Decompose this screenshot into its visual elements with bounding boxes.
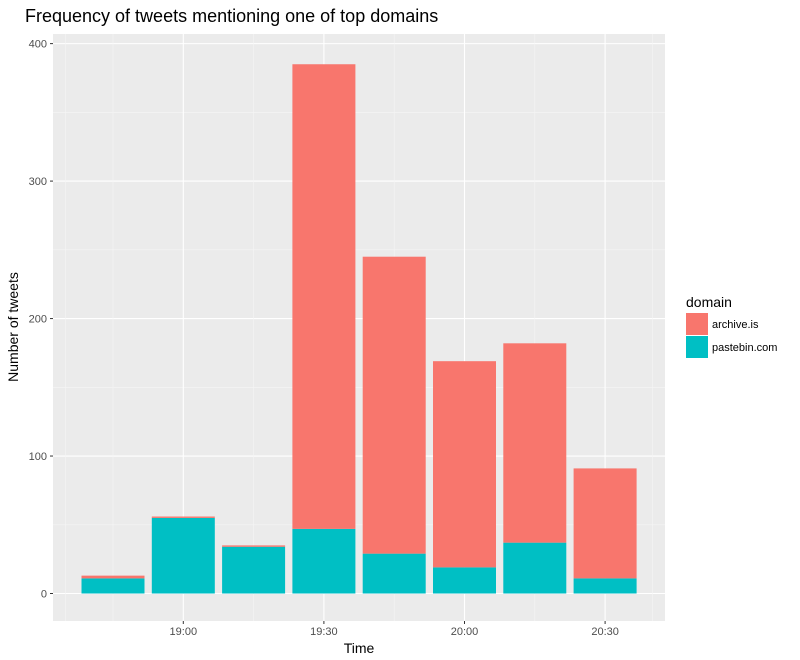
legend-key-archive-is xyxy=(686,313,708,335)
x-tick-label: 20:30 xyxy=(591,626,619,638)
bar-archive-is-2015 xyxy=(503,343,567,543)
bar-archive-is-1845 xyxy=(81,575,145,579)
bars xyxy=(81,64,637,594)
y-tick-label: 200 xyxy=(29,314,47,326)
bar-pastebin-com-2000 xyxy=(433,567,496,594)
x-axis-title: Time xyxy=(344,640,375,656)
bar-pastebin-com-2030 xyxy=(573,578,637,594)
y-tick-label: 300 xyxy=(29,176,47,188)
bar-pastebin-com-1915 xyxy=(222,546,286,594)
legend: domain archive.is pastebin.com xyxy=(686,294,777,358)
legend-title: domain xyxy=(686,294,732,310)
bar-archive-is-1900 xyxy=(151,516,215,518)
bar-archive-is-1945 xyxy=(362,256,426,554)
y-tick-label: 100 xyxy=(29,451,47,463)
legend-label-pastebin-com: pastebin.com xyxy=(712,342,777,354)
legend-label-archive-is: archive.is xyxy=(712,319,759,331)
plot-panel xyxy=(53,34,665,621)
bar-archive-is-1930 xyxy=(292,64,356,529)
x-tick-label: 19:00 xyxy=(170,626,198,638)
bar-archive-is-2000 xyxy=(433,361,496,568)
bar-pastebin-com-1930 xyxy=(292,528,356,594)
bar-pastebin-com-1845 xyxy=(81,578,145,594)
x-axis: 19:00 19:30 20:00 20:30 xyxy=(170,621,619,638)
bar-pastebin-com-1945 xyxy=(362,553,426,594)
x-tick-label: 19:30 xyxy=(310,626,338,638)
x-tick-label: 20:00 xyxy=(451,626,479,638)
y-axis-title: Number of tweets xyxy=(5,272,21,382)
y-tick-label: 400 xyxy=(29,39,47,51)
bar-archive-is-2030 xyxy=(573,468,637,579)
bar-pastebin-com-1900 xyxy=(151,517,215,594)
chart-title: Frequency of tweets mentioning one of to… xyxy=(25,6,438,26)
bar-archive-is-1915 xyxy=(222,545,286,547)
legend-key-pastebin-com xyxy=(686,336,708,358)
y-axis: 0 100 200 300 400 xyxy=(29,39,53,601)
y-tick-label: 0 xyxy=(41,589,47,601)
bar-pastebin-com-2015 xyxy=(503,542,567,594)
